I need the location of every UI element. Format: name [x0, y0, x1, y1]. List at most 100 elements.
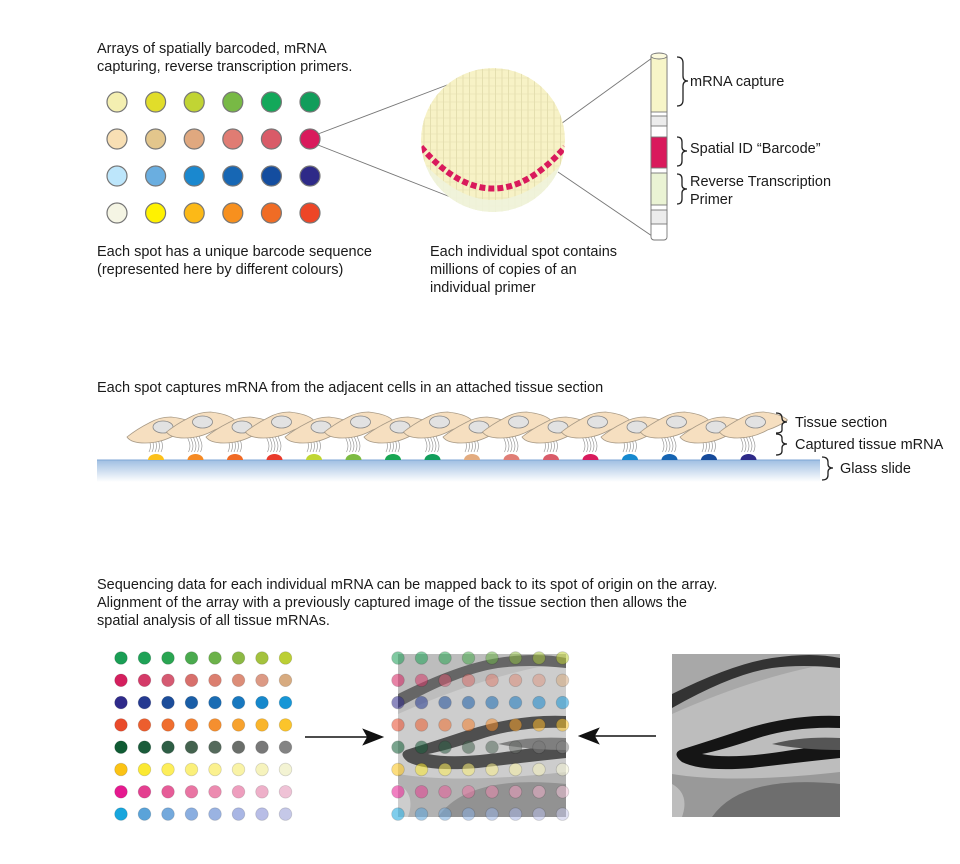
grid-spot — [184, 740, 199, 754]
grid-spot — [485, 740, 499, 754]
grid-spot — [208, 673, 222, 688]
barcode-spot — [299, 128, 321, 150]
barcode-spot — [260, 165, 282, 187]
label-mrna-capture: mRNA capture — [690, 74, 785, 90]
grid-spot — [208, 762, 222, 777]
grid-spot — [231, 673, 246, 688]
grid-spot — [532, 762, 546, 777]
grid-spot — [231, 785, 246, 799]
barcode-spot — [299, 202, 321, 224]
grid-spot — [438, 695, 452, 710]
grid-spot — [114, 785, 128, 799]
capture-spot — [227, 454, 243, 460]
grid-spot — [414, 762, 429, 777]
label-glass-slide: Glass slide — [840, 461, 911, 477]
grid-spot — [161, 807, 175, 821]
barcode-spot — [183, 202, 205, 224]
barcode-spot — [260, 128, 282, 150]
cell-with-spot — [244, 411, 315, 460]
grid-spot — [278, 673, 293, 688]
capture-spot — [345, 454, 362, 460]
grid-spot — [485, 785, 499, 799]
barcode-spot — [222, 202, 244, 224]
capture-spot — [740, 454, 757, 460]
capture-spot — [503, 454, 520, 460]
grid-spot — [114, 762, 128, 777]
grid-spot — [137, 740, 152, 754]
grid-spot — [161, 785, 175, 799]
primer-caption: Each individual spot contains millions of… — [430, 244, 618, 296]
grid-spot — [161, 673, 175, 688]
grid-spot — [485, 695, 499, 710]
grid-spot — [208, 695, 222, 710]
grid-spot — [532, 651, 546, 665]
spot-grid — [114, 651, 293, 821]
grid-spot — [278, 785, 293, 799]
grid-spot — [208, 807, 222, 821]
capture-spot — [661, 454, 678, 460]
barcode-spot — [183, 91, 205, 113]
grid-spot — [137, 785, 152, 799]
mapping-heading: Sequencing data for each individual mRNA… — [97, 577, 718, 629]
barcode-spot — [106, 128, 128, 150]
capture-spot — [543, 454, 559, 460]
grid-spot — [438, 785, 452, 799]
grid-spot — [555, 695, 570, 710]
cell-with-spot — [639, 411, 710, 460]
grid-spot — [278, 740, 293, 754]
grid-spot — [184, 785, 199, 799]
grid-spot — [555, 651, 570, 665]
grid-spot — [114, 718, 128, 732]
label-spatial-barcode: Spatial ID “Barcode” — [690, 141, 821, 157]
capture-spot — [266, 454, 283, 460]
grid-spot — [391, 740, 405, 754]
capture-spot — [582, 454, 599, 460]
grid-spot — [532, 785, 546, 799]
grid-spot — [255, 807, 269, 821]
barcode-spot — [145, 128, 167, 150]
grid-spot — [391, 695, 405, 710]
arrow-icon — [577, 727, 656, 745]
tissue-image — [672, 654, 840, 817]
grid-spot — [114, 651, 128, 665]
grid-spot — [414, 695, 429, 710]
cell-nucleus — [192, 415, 213, 429]
grid-spot — [461, 718, 476, 732]
grid-spot — [391, 673, 405, 688]
barcode-spot — [260, 91, 282, 113]
capture-spot — [424, 454, 441, 460]
grid-spot — [391, 762, 405, 777]
grid-spot — [137, 651, 152, 665]
grid-spot — [137, 695, 152, 710]
grid-spot — [208, 718, 222, 732]
barcode-spot — [222, 165, 244, 187]
grid-spot — [184, 673, 199, 688]
cell-with-spot — [481, 411, 552, 460]
grid-spot — [161, 695, 175, 710]
zoom-lines — [317, 57, 653, 237]
label-tissue-section: Tissue section — [795, 415, 888, 431]
bracket-icons — [775, 412, 834, 481]
grid-spot — [255, 718, 269, 732]
grid-spot — [184, 718, 199, 732]
grid-spot — [555, 807, 570, 821]
cell-nucleus — [429, 415, 450, 429]
grid-spot — [278, 695, 293, 710]
grid-spot — [161, 762, 175, 777]
cell-nucleus — [666, 415, 687, 429]
grid-spot — [555, 718, 570, 732]
grid-spot — [231, 762, 246, 777]
grid-spot — [461, 651, 476, 665]
bracket-icons — [676, 56, 689, 205]
grid-spot — [161, 718, 175, 732]
grid-spot — [508, 651, 523, 665]
grid-spot — [231, 695, 246, 710]
grid-spot — [485, 762, 499, 777]
grid-spot — [137, 807, 152, 821]
grid-spot — [461, 762, 476, 777]
grid-spot — [391, 651, 405, 665]
grid-spot — [414, 807, 429, 821]
cell-nucleus — [350, 415, 371, 429]
grid-spot — [114, 695, 128, 710]
